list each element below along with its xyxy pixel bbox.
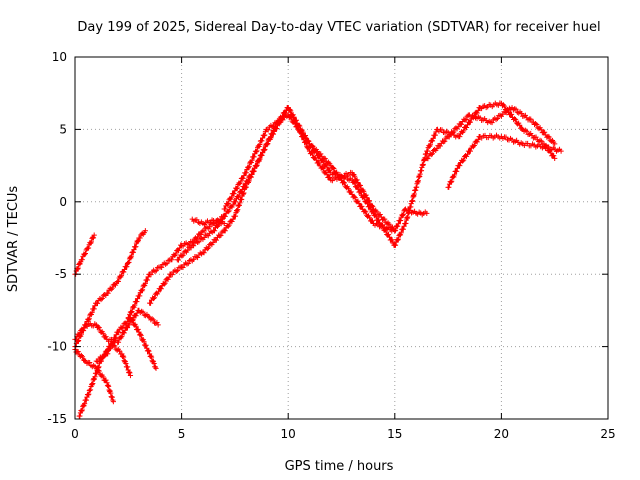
- y-tick-label: 5: [59, 122, 67, 136]
- series-markers: [189, 216, 227, 228]
- data-series: [72, 100, 564, 419]
- plot-frame: [74, 56, 609, 420]
- x-tick-label: 25: [600, 427, 615, 441]
- y-axis-label: SDTVAR / TECUs: [6, 186, 21, 293]
- series-track-6: [93, 315, 159, 371]
- series-markers: [147, 264, 185, 306]
- series-markers: [221, 112, 398, 234]
- y-tick-label: 0: [59, 195, 67, 209]
- y-tick-label: -10: [47, 340, 67, 354]
- series-track-13: [392, 100, 558, 248]
- x-axis-label: GPS time / hours: [285, 459, 394, 474]
- series-track-14: [445, 132, 564, 190]
- chart-title: Day 199 of 2025, Sidereal Day-to-day VTE…: [77, 20, 600, 35]
- series-markers: [392, 100, 558, 248]
- y-tick-label: -15: [47, 412, 67, 426]
- series-track-8: [147, 264, 185, 306]
- x-tick-label: 10: [281, 427, 296, 441]
- series-markers: [424, 105, 558, 162]
- x-tick-label: 15: [387, 427, 402, 441]
- series-track-11: [189, 216, 227, 228]
- series-track-15: [424, 105, 558, 162]
- x-tick-label: 20: [494, 427, 509, 441]
- series-markers: [445, 132, 564, 190]
- axis-ticks: 0 5 10 15 20 25 -15 -10 -5 0 5 10: [47, 50, 615, 441]
- x-tick-label: 0: [71, 427, 79, 441]
- y-tick-label: 10: [52, 50, 67, 64]
- series-track-12: [221, 112, 398, 234]
- y-tick-label: -5: [55, 267, 67, 281]
- x-tick-label: 5: [178, 427, 186, 441]
- series-markers: [93, 315, 159, 371]
